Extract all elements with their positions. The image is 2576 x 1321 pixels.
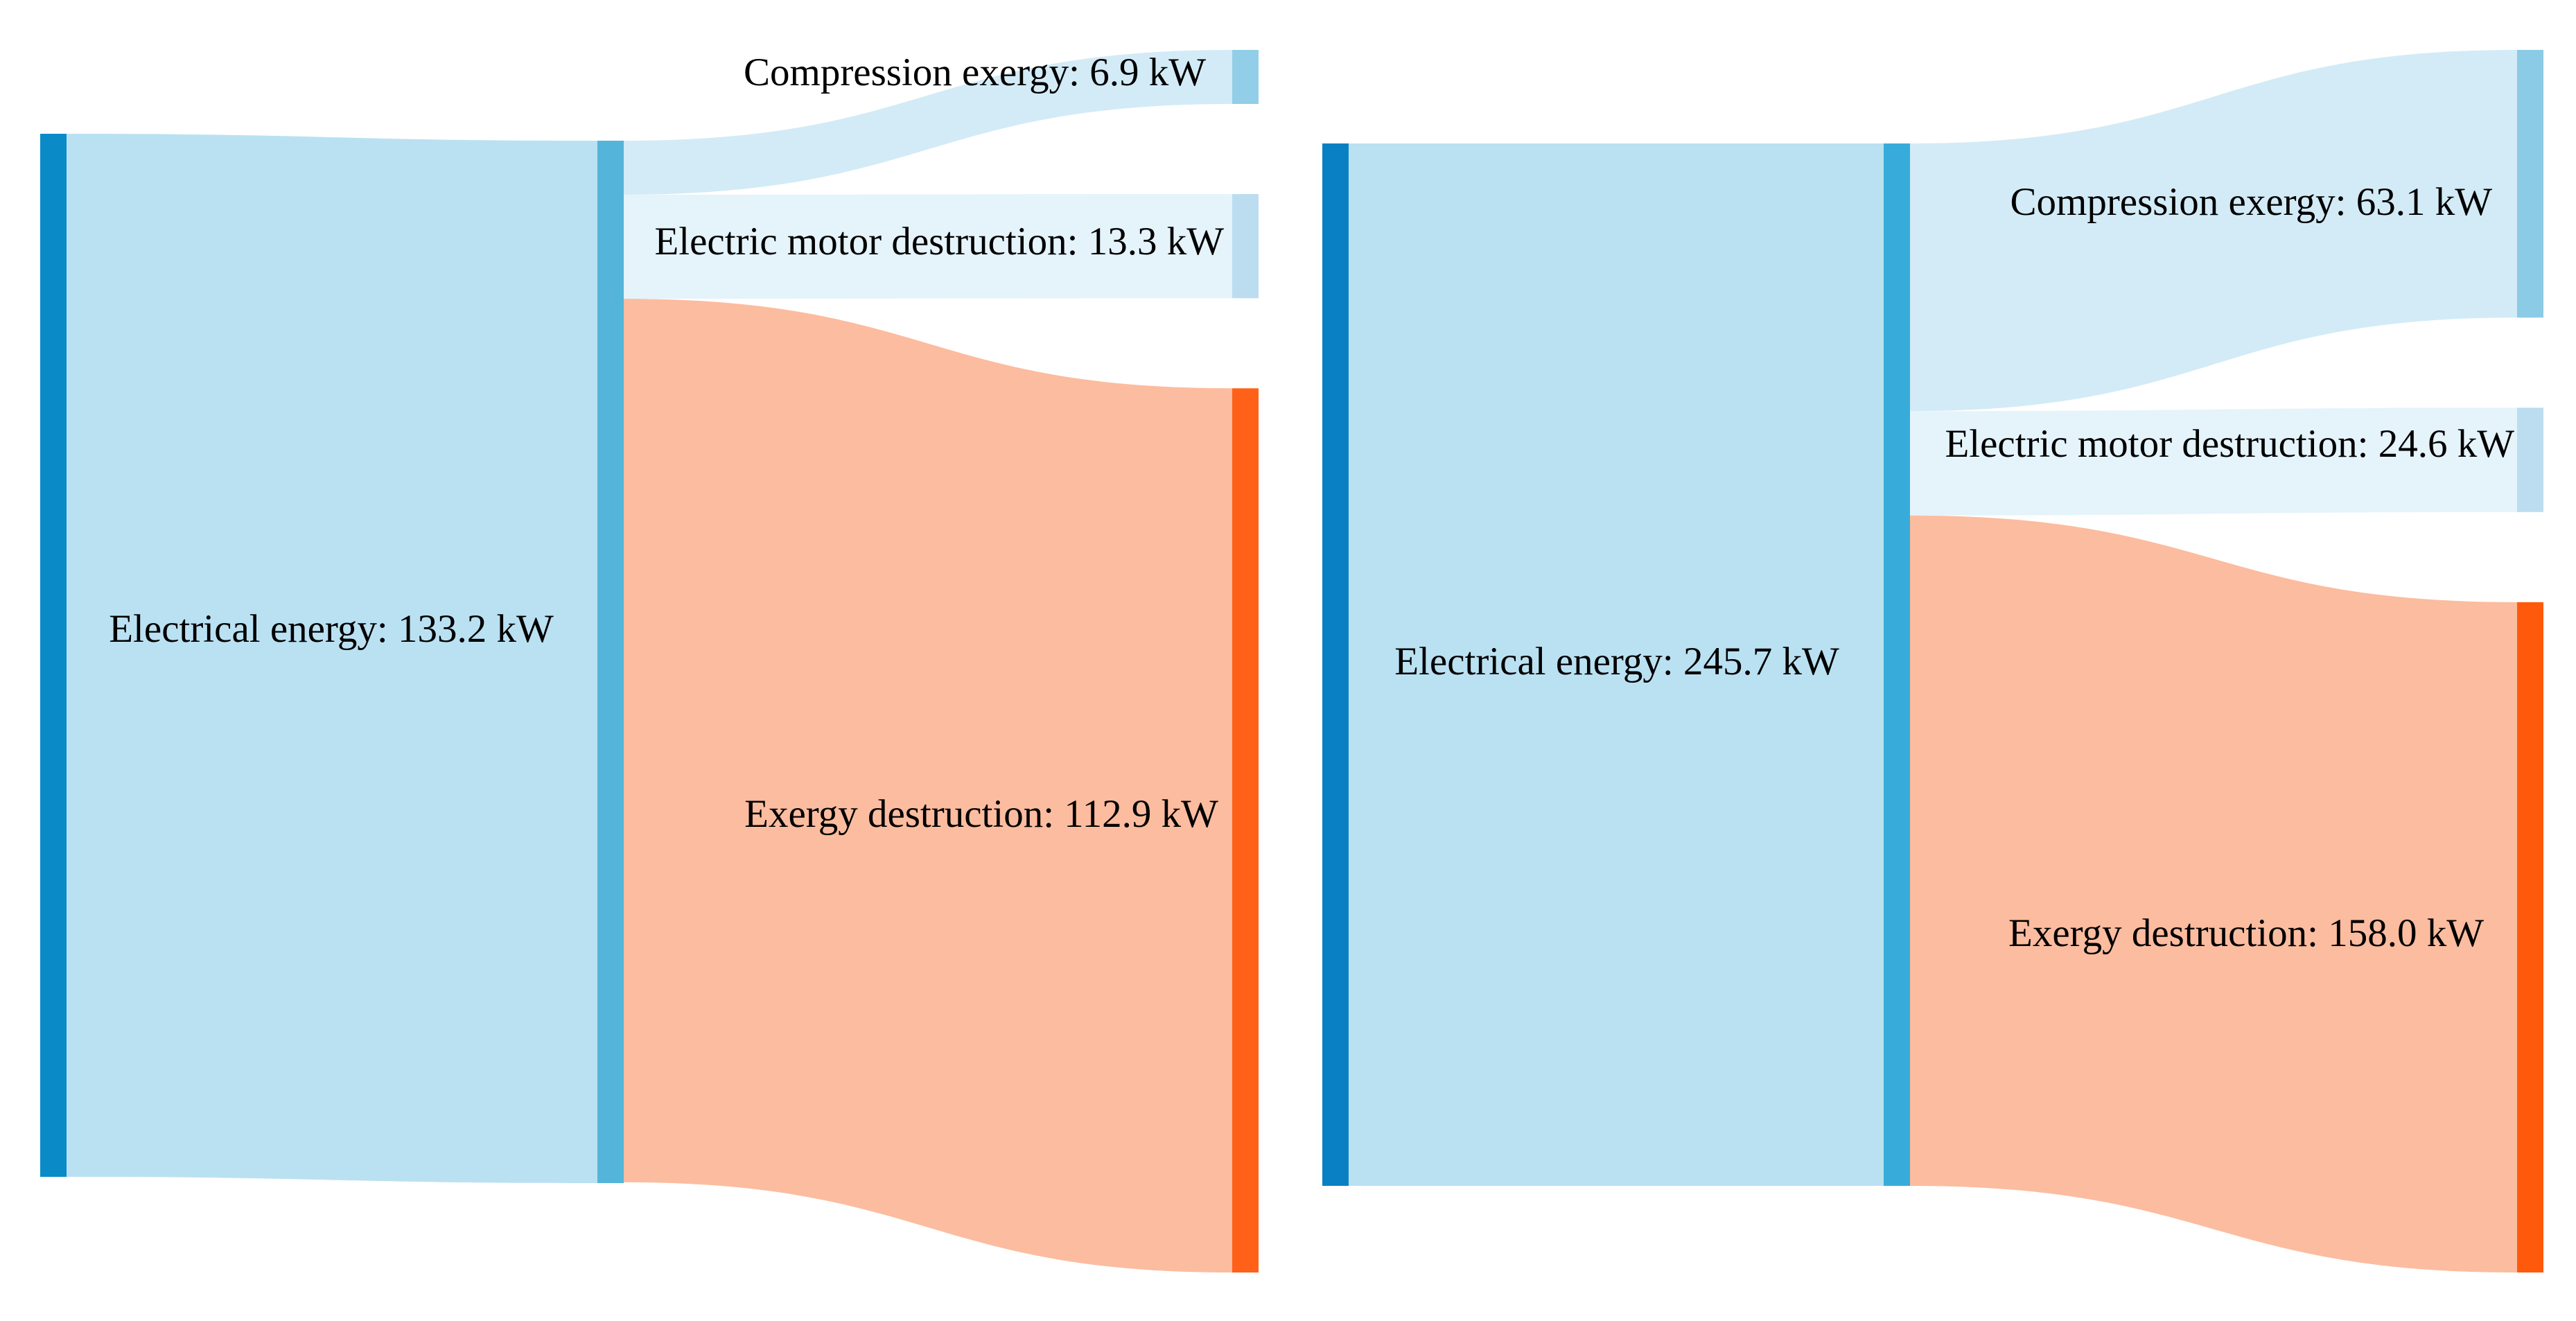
link-motor-to-compression xyxy=(1910,50,2517,412)
label-exergy-destruction: Exergy destruction: 158.0 kW xyxy=(2008,911,2484,955)
node-compression xyxy=(1232,50,1259,104)
link-motor-to-motor-destruction xyxy=(1910,408,2517,516)
label-electrical: Electrical energy: 133.2 kW xyxy=(109,607,554,651)
link-electrical-to-motor xyxy=(1349,143,1884,1186)
node-motor-destruction xyxy=(1232,193,1259,299)
node-exergy-destruction xyxy=(2517,602,2543,1272)
node-motor-destruction xyxy=(2517,408,2543,512)
node-exergy-destruction xyxy=(1232,388,1259,1273)
label-compression: Compression exergy: 63.1 kW xyxy=(2010,180,2492,224)
link-motor-to-motor-destruction xyxy=(624,193,1232,299)
link-motor-to-compression xyxy=(624,50,1232,195)
link-electrical-to-motor xyxy=(67,134,597,1183)
link-motor-to-exergy-destruction xyxy=(624,299,1232,1272)
node-compression xyxy=(2517,50,2543,318)
label-exergy-destruction: Exergy destruction: 112.9 kW xyxy=(744,792,1218,836)
label-compression: Compression exergy: 6.9 kW xyxy=(744,51,1206,94)
label-motor-destruction: Electric motor destruction: 13.3 kW xyxy=(654,220,1224,263)
sankey-panel-left: Electrical energy: 133.2 kW Compression e… xyxy=(40,50,1259,1273)
node-electrical-energy xyxy=(1322,143,1349,1186)
label-motor-destruction: Electric motor destruction: 24.6 kW xyxy=(1945,422,2514,466)
node-electric-motor xyxy=(597,141,624,1183)
link-motor-to-exergy-destruction xyxy=(1910,515,2517,1272)
label-electrical: Electrical energy: 245.7 kW xyxy=(1394,640,1839,683)
sankey-panel-right: Electrical energy: 245.7 kW Compression e… xyxy=(1322,50,2543,1272)
node-electric-motor xyxy=(1884,143,1910,1186)
node-electrical-energy xyxy=(40,134,67,1177)
